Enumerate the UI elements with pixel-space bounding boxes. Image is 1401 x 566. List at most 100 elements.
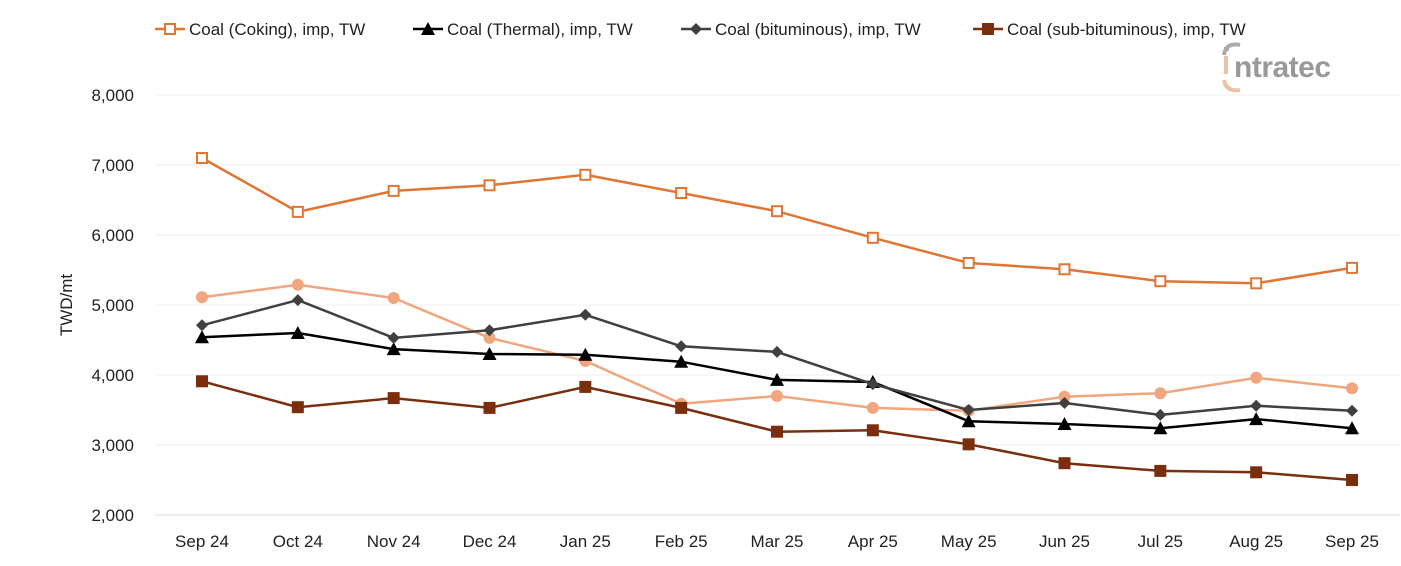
series-0 bbox=[196, 152, 1358, 290]
data-point bbox=[579, 308, 592, 321]
intratec-logo: ntratec bbox=[1222, 42, 1331, 93]
data-point bbox=[1058, 263, 1071, 276]
data-point bbox=[291, 278, 304, 291]
data-point bbox=[771, 425, 783, 438]
data-point bbox=[1249, 412, 1264, 426]
data-point bbox=[674, 354, 689, 368]
data-point bbox=[770, 372, 784, 386]
data-point bbox=[483, 331, 496, 344]
y-axis-label: TWD/mt bbox=[57, 274, 76, 337]
data-point bbox=[1346, 474, 1358, 486]
data-point bbox=[578, 347, 593, 361]
y-tick-label: 7,000 bbox=[91, 156, 134, 175]
data-point bbox=[1250, 466, 1263, 479]
x-tick-label: Jul 25 bbox=[1138, 532, 1183, 551]
y-axis-ticks: 2,000 3,000 4,000 5,000 6,000 7,000 8,000 bbox=[91, 86, 134, 525]
data-point bbox=[1058, 397, 1071, 409]
y-tick-label: 2,000 bbox=[91, 506, 134, 525]
data-point bbox=[290, 326, 305, 339]
data-point bbox=[482, 347, 497, 360]
data-point bbox=[866, 378, 879, 391]
x-tick-label: Mar 25 bbox=[751, 532, 804, 551]
data-point bbox=[1153, 421, 1168, 435]
data-point bbox=[386, 342, 401, 356]
legend-item: Coal (Coking), imp, TW bbox=[155, 20, 365, 39]
x-tick-label: Aug 25 bbox=[1229, 532, 1283, 551]
x-tick-label: Jun 25 bbox=[1039, 532, 1090, 551]
data-point bbox=[1058, 457, 1071, 470]
data-point bbox=[771, 205, 783, 218]
x-tick-label: Oct 24 bbox=[273, 532, 323, 551]
data-point bbox=[196, 319, 208, 332]
gridlines bbox=[155, 94, 1400, 516]
data-point bbox=[579, 168, 592, 181]
data-point bbox=[196, 152, 208, 164]
legend-label: Coal (bituminous), imp, TW bbox=[715, 20, 921, 39]
series-3 bbox=[196, 294, 1358, 421]
data-point bbox=[1346, 404, 1358, 417]
data-point bbox=[961, 414, 976, 428]
data-point bbox=[866, 401, 879, 414]
data-point bbox=[866, 231, 879, 244]
x-tick-label: Jan 25 bbox=[560, 532, 611, 551]
data-point bbox=[675, 340, 688, 353]
data-point bbox=[675, 187, 688, 199]
series-line bbox=[201, 156, 1353, 285]
data-point bbox=[1058, 390, 1071, 403]
data-point bbox=[1154, 275, 1167, 288]
legend-marker bbox=[982, 23, 994, 35]
data-point bbox=[962, 404, 975, 416]
data-point bbox=[387, 331, 400, 344]
data-point bbox=[483, 179, 496, 192]
series-4 bbox=[196, 375, 1358, 486]
data-point bbox=[483, 401, 496, 414]
legend-marker bbox=[164, 23, 176, 35]
x-tick-label: Sep 25 bbox=[1325, 532, 1379, 551]
y-tick-label: 5,000 bbox=[91, 296, 134, 315]
data-point bbox=[1154, 464, 1167, 477]
data-point bbox=[196, 375, 208, 388]
data-point bbox=[1346, 261, 1358, 274]
svg-text:ntratec: ntratec bbox=[1234, 51, 1331, 84]
data-point bbox=[1250, 399, 1263, 412]
x-tick-label: Apr 25 bbox=[848, 532, 898, 551]
data-point bbox=[1345, 421, 1359, 435]
data-point bbox=[387, 184, 400, 197]
data-point bbox=[1154, 408, 1167, 421]
data-point bbox=[387, 392, 400, 405]
data-point bbox=[1057, 417, 1072, 430]
y-tick-label: 6,000 bbox=[91, 226, 134, 245]
legend-item: Coal (Thermal), imp, TW bbox=[413, 20, 633, 39]
legend-marker bbox=[690, 23, 702, 35]
y-tick-label: 8,000 bbox=[91, 86, 134, 105]
data-point bbox=[291, 205, 304, 218]
series-2 bbox=[195, 326, 1359, 435]
data-point bbox=[675, 401, 688, 414]
x-tick-label: Feb 25 bbox=[655, 532, 708, 551]
data-point bbox=[195, 330, 209, 344]
x-tick-label: May 25 bbox=[941, 532, 997, 551]
data-point bbox=[387, 292, 400, 304]
legend-item: Coal (bituminous), imp, TW bbox=[681, 20, 921, 39]
data-point bbox=[962, 438, 975, 451]
legend-item: Coal (sub-bituminous), imp, TW bbox=[973, 20, 1246, 39]
data-point bbox=[771, 390, 783, 402]
data-point bbox=[866, 424, 879, 437]
data-point bbox=[196, 291, 208, 304]
data-point bbox=[291, 294, 304, 307]
x-tick-label: Nov 24 bbox=[367, 532, 421, 551]
y-tick-label: 3,000 bbox=[91, 436, 134, 455]
legend-label: Coal (Thermal), imp, TW bbox=[447, 20, 633, 39]
data-point bbox=[291, 401, 304, 414]
data-point bbox=[962, 257, 975, 269]
data-point bbox=[483, 324, 496, 337]
data-point bbox=[1346, 382, 1358, 395]
legend: Coal (Coking), imp, TW Coal (Thermal), im… bbox=[155, 20, 1246, 39]
x-tick-label: Sep 24 bbox=[175, 532, 229, 551]
x-tick-label: Dec 24 bbox=[463, 532, 517, 551]
data-point bbox=[1250, 277, 1263, 290]
data-point bbox=[1154, 387, 1167, 400]
legend-label: Coal (sub-bituminous), imp, TW bbox=[1007, 20, 1246, 39]
series-group bbox=[195, 152, 1359, 486]
